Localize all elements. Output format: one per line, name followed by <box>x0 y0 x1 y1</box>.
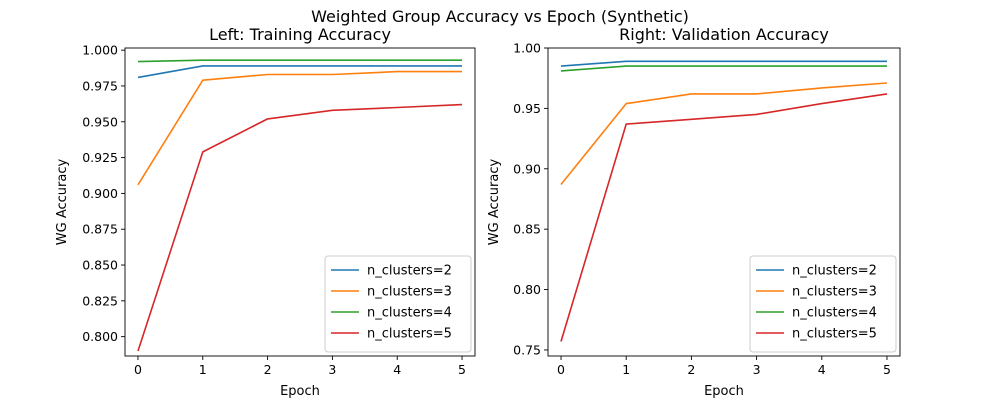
train-x-tick-label: 5 <box>458 362 466 377</box>
train-chart-title: Left: Training Accuracy <box>209 25 391 44</box>
train-series-line-n-clusters-3 <box>137 70 462 186</box>
figure-suptitle: Weighted Group Accuracy vs Epoch (Synthe… <box>311 7 689 26</box>
train-y-tick-label: 0.900 <box>82 186 118 201</box>
val-x-tick-label: 3 <box>753 362 761 377</box>
val-y-axis-label: WG Accuracy <box>487 158 502 245</box>
train-x-tick-label: 0 <box>134 362 142 377</box>
val-x-tick-label: 2 <box>687 362 695 377</box>
train-y-tick-label: 0.825 <box>82 293 118 308</box>
train-legend-label-n-clusters-5: n_clusters=5 <box>367 327 452 342</box>
train-y-tick-label: 1.000 <box>82 43 118 58</box>
val-x-tick-label: 4 <box>818 362 826 377</box>
train-y-tick-label: 0.975 <box>82 78 118 93</box>
val-series-line-n-clusters-5 <box>560 93 888 342</box>
val-y-tick-label: 0.85 <box>513 222 541 237</box>
train-x-tick-label: 1 <box>199 362 207 377</box>
val-y-tick-label: 0.90 <box>513 161 541 176</box>
val-y-tick-label: 0.80 <box>513 282 541 297</box>
val-y-tick-label: 1.00 <box>513 41 541 56</box>
train-y-tick-label: 0.800 <box>82 329 118 344</box>
training-accuracy-panel: Left: Training Accuracy 0 1 2 3 4 5 0.800 0.825 0… <box>55 25 476 399</box>
val-x-tick-label: 0 <box>557 362 565 377</box>
train-y-tick-label: 0.950 <box>82 114 118 129</box>
val-legend-label-n-clusters-3: n_clusters=3 <box>792 285 877 300</box>
val-axes-frame <box>547 47 901 357</box>
train-x-tick-label: 3 <box>328 362 336 377</box>
train-axes-frame <box>124 47 476 357</box>
train-series-line-n-clusters-5 <box>137 103 463 352</box>
val-legend-label-n-clusters-4: n_clusters=4 <box>792 306 877 321</box>
train-legend-label-n-clusters-3: n_clusters=3 <box>367 285 452 300</box>
validation-accuracy-panel: Right: Validation Accuracy 0 1 2 3 4 5 0.75 0.80… <box>487 25 901 399</box>
val-x-axis-label: Epoch <box>704 384 744 399</box>
train-y-tick-label: 0.875 <box>82 222 118 237</box>
val-chart-title: Right: Validation Accuracy <box>619 25 829 44</box>
train-series-line-n-clusters-4 <box>137 59 462 63</box>
val-legend-box <box>749 255 897 353</box>
train-legend-box <box>324 255 472 353</box>
val-series-line-n-clusters-4 <box>560 65 887 72</box>
train-x-tick-label: 4 <box>393 362 401 377</box>
train-y-axis-label: WG Accuracy <box>55 158 70 245</box>
val-series-line-n-clusters-2 <box>560 60 887 67</box>
val-y-tick-label: 0.75 <box>513 342 541 357</box>
train-series-line-n-clusters-2 <box>137 65 462 79</box>
train-legend: n_clusters=2 n_clusters=3 n_clusters=4 n_cl… <box>324 255 472 353</box>
val-x-tick-label: 5 <box>883 362 891 377</box>
train-legend-label-n-clusters-4: n_clusters=4 <box>367 306 452 321</box>
train-legend-label-n-clusters-2: n_clusters=2 <box>367 264 452 279</box>
val-series-line-n-clusters-3 <box>560 82 888 186</box>
train-x-axis-label: Epoch <box>280 384 320 399</box>
val-legend-label-n-clusters-2: n_clusters=2 <box>792 264 877 279</box>
val-legend: n_clusters=2 n_clusters=3 n_clusters=4 n_cl… <box>749 255 897 353</box>
train-y-tick-label: 0.925 <box>82 150 118 165</box>
train-x-tick-label: 2 <box>264 362 272 377</box>
val-x-tick-label: 1 <box>622 362 630 377</box>
train-y-tick-label: 0.850 <box>82 258 118 273</box>
val-y-tick-label: 0.95 <box>513 101 541 116</box>
val-legend-label-n-clusters-5: n_clusters=5 <box>792 327 877 342</box>
